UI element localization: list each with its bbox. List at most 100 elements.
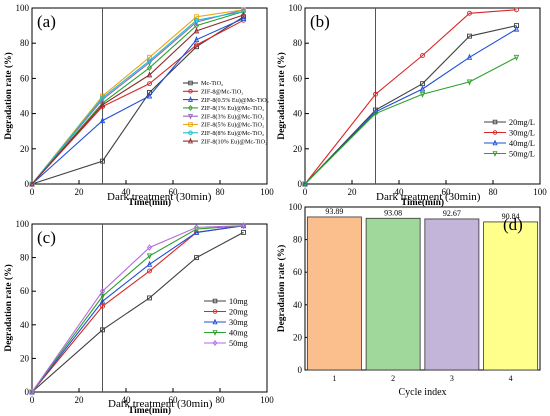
y-axis-label: Degradation rate (%) [276, 52, 287, 140]
x-tick-label: 60 [169, 395, 179, 405]
data-point [100, 158, 105, 164]
x-tick-label: 20 [75, 395, 85, 405]
data-point [212, 298, 218, 304]
data-point [194, 42, 199, 48]
x-tick-label: 2 [391, 374, 395, 383]
series-1 [302, 23, 519, 187]
data-point [147, 81, 152, 87]
legend-label: ZIF-8(3% Eu)@Mc-TiO₂ [201, 113, 264, 120]
data-point [146, 64, 153, 72]
data-point [188, 104, 193, 111]
panel-label: (b) [310, 12, 330, 31]
y-tick-label: 60 [293, 267, 303, 277]
x-tick-label: 0 [30, 187, 35, 197]
data-point [147, 54, 152, 60]
series-7 [29, 9, 246, 187]
data-point [188, 122, 193, 127]
data-point [100, 95, 105, 101]
y-tick-label: 80 [20, 253, 30, 263]
legend-label: ZIF-8(8% Eu)@Mc-TiO₂ [201, 130, 264, 137]
data-point [99, 117, 106, 124]
series-line [304, 9, 517, 185]
x-tick-label: 3 [450, 374, 454, 383]
bar-value-label: 93.89 [325, 207, 343, 216]
data-point [212, 330, 218, 336]
data-point [212, 309, 218, 314]
data-point [100, 327, 105, 333]
data-point [241, 229, 246, 235]
y-tick-label: 40 [20, 109, 30, 119]
legend-label: ZIF-8(5% Eu)@Mc-TiO₂ [201, 122, 264, 129]
y-tick-label: 80 [20, 38, 30, 48]
data-point [419, 91, 426, 98]
series-line [31, 225, 244, 393]
x-tick-label: 40 [395, 187, 405, 197]
y-tick-label: 60 [20, 73, 30, 83]
series-line [31, 225, 244, 393]
data-point [492, 119, 498, 125]
series-2 [302, 7, 519, 187]
x-tick-label: 20 [348, 187, 358, 197]
y-tick-label: 0 [25, 179, 30, 189]
series-line [31, 18, 244, 185]
data-point [188, 137, 193, 144]
bar-value-label: 92.67 [443, 209, 461, 218]
x-tick-label: 40 [122, 395, 132, 405]
data-point [419, 85, 426, 92]
y-tick-label: 20 [20, 353, 30, 363]
series-line [31, 225, 244, 393]
x-tick-label: 20 [75, 187, 85, 197]
data-point [188, 96, 193, 102]
plot-frame [304, 206, 541, 371]
x-tick-label: 1 [332, 374, 336, 383]
x-tick-label: 80 [216, 395, 226, 405]
data-point [492, 130, 498, 135]
panel-1: 0 20 40 60 80 100 Degradation rate (%) 0 20 40 60 8… [3, 3, 274, 208]
data-point [492, 151, 498, 157]
bar [424, 218, 480, 371]
y-tick-label: 60 [293, 73, 303, 83]
panel-3: 0 20 40 60 80 100 Degradation rate (%) 0 20 40 60 8… [3, 219, 274, 416]
data-point [146, 260, 153, 267]
x-tick-label: 60 [442, 187, 452, 197]
data-point [147, 58, 152, 64]
series-8 [29, 11, 247, 187]
legend-label: ZIF-8@Mc-TiO₂ [201, 88, 243, 95]
plot-frame [304, 7, 541, 185]
y-tick-label: 40 [20, 320, 30, 330]
panel-label: (a) [37, 12, 56, 31]
legend-label: 20mg [229, 307, 248, 316]
data-point [100, 303, 105, 309]
panel-label: (d) [503, 215, 523, 234]
y-tick-label: 100 [289, 3, 303, 13]
data-point [467, 10, 472, 16]
data-point [146, 92, 153, 99]
data-point [99, 297, 106, 304]
bar-value-label: 90.84 [502, 212, 520, 221]
data-point [240, 11, 247, 18]
y-axis-label: Degradation rate (%) [3, 264, 14, 352]
data-point [193, 228, 200, 235]
legend-label: Mc-TiO₂ [201, 80, 223, 87]
series-5 [29, 222, 247, 396]
legend-label: ZIF-8(1% Eu)@Mc-TiO₂ [201, 105, 264, 112]
data-point [99, 287, 106, 295]
y-tick-label: 20 [20, 144, 30, 154]
y-tick-label: 20 [293, 144, 303, 154]
legend-label: 10mg [229, 297, 248, 306]
y-tick-label: 0 [298, 365, 303, 375]
data-point [147, 295, 152, 301]
plot-frame [31, 7, 268, 185]
series-4 [29, 223, 247, 396]
panel-2: 0 20 40 60 80 100 Degradation rate (%) 0 20 40 60 8… [276, 3, 547, 208]
bar [483, 221, 539, 371]
data-point [188, 130, 193, 136]
series-line [31, 231, 244, 393]
data-point [240, 14, 247, 22]
data-point [466, 53, 473, 60]
panel-4: 0 20 40 60 80 100 Degradation rate (%) 93.89 1 93… [276, 202, 541, 398]
legend-label: 50mg/L [509, 149, 535, 158]
